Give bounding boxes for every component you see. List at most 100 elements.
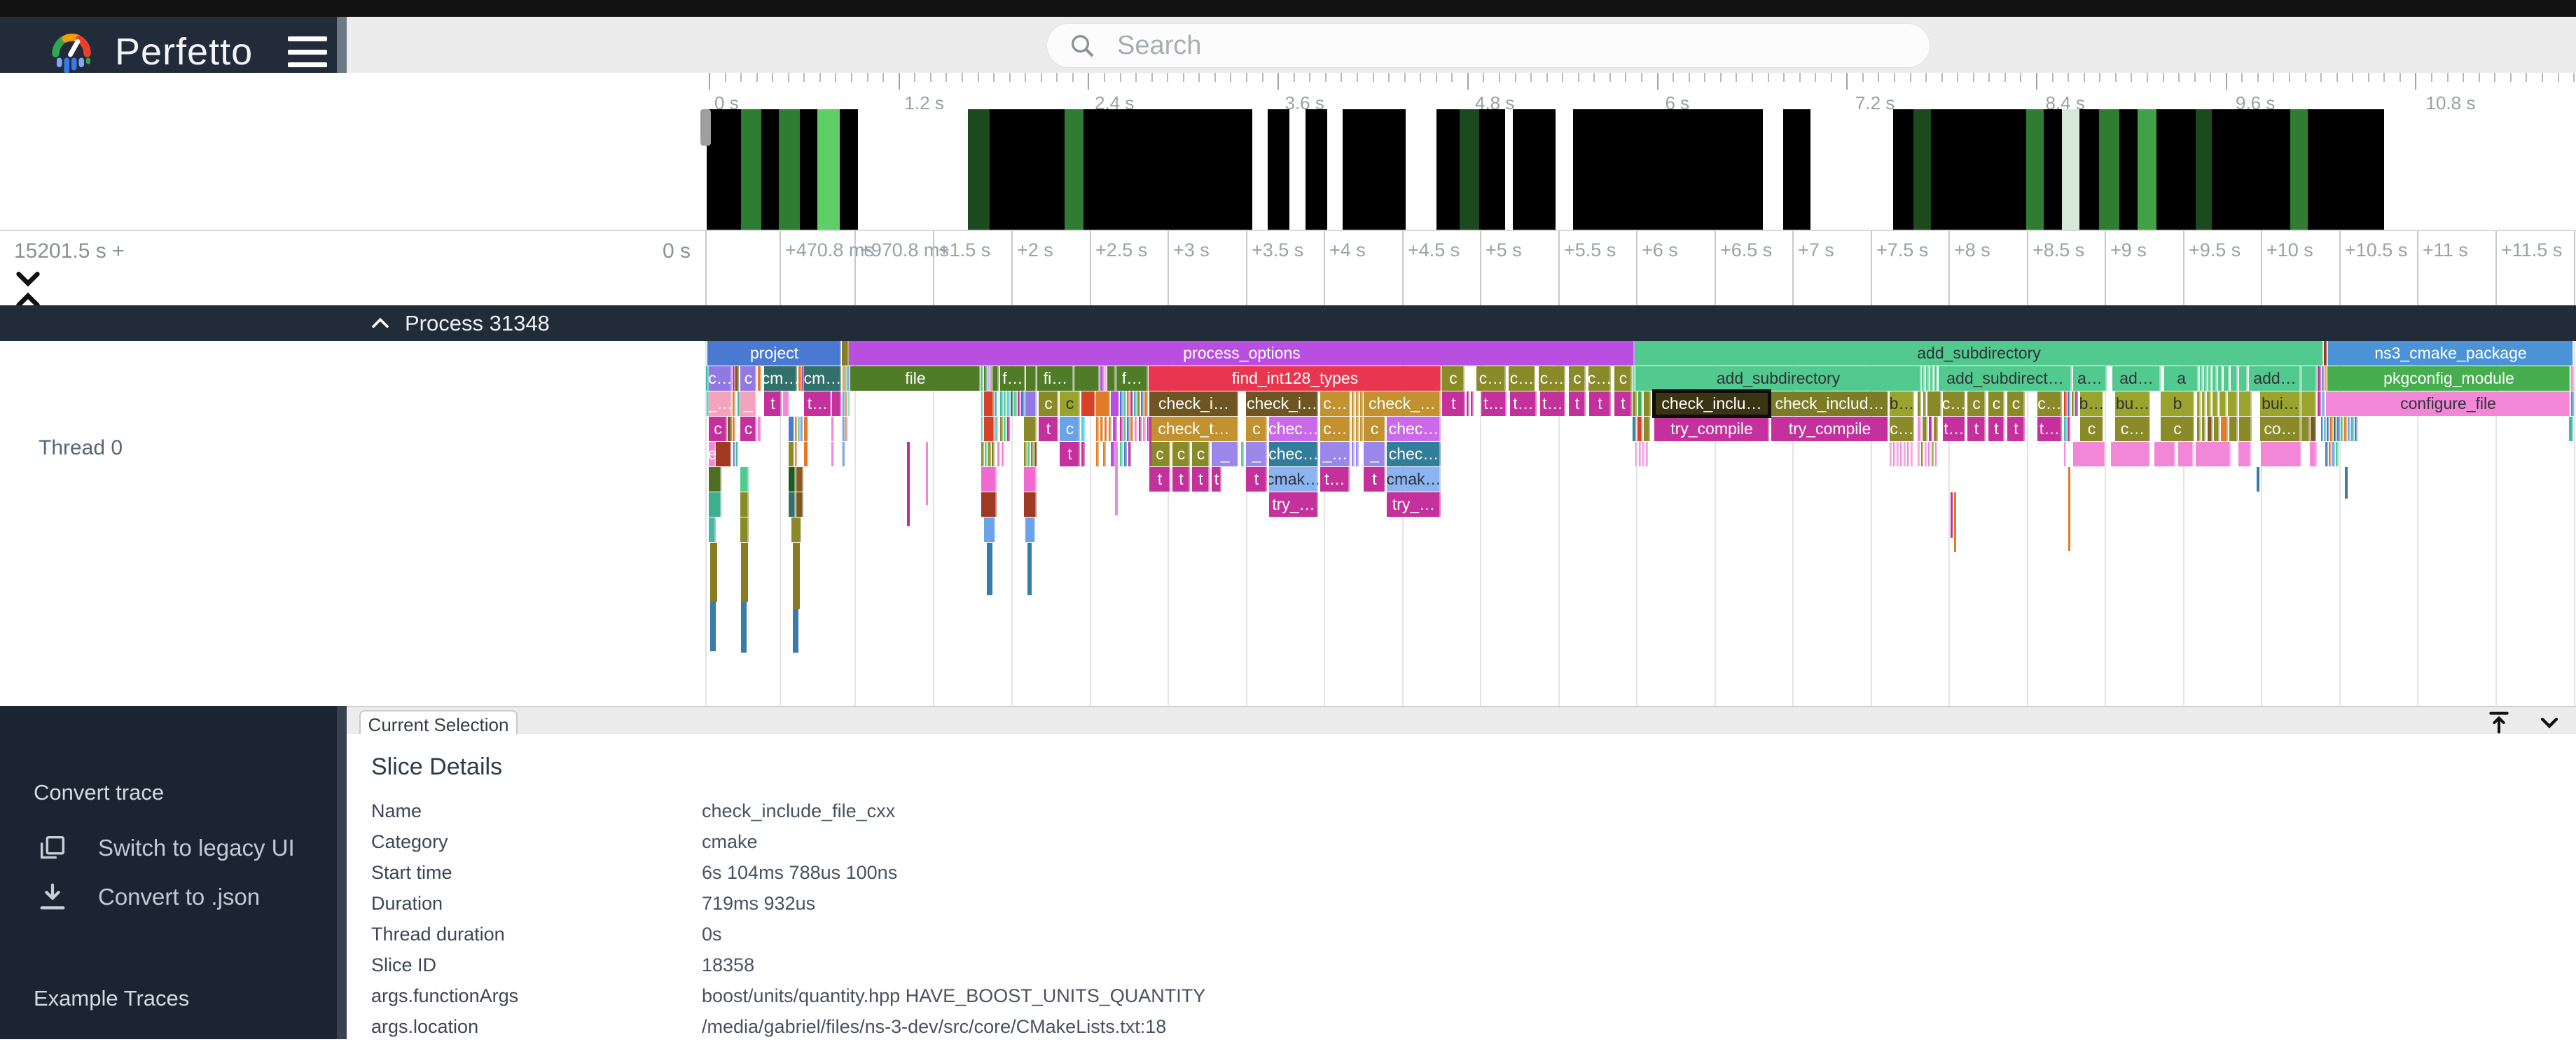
search-bar[interactable] (1047, 24, 1930, 67)
slice-t[interactable]: t (1967, 417, 1986, 441)
slice[interactable] (1011, 391, 1013, 416)
slice[interactable] (2064, 442, 2066, 466)
slice-b[interactable]: b… (1890, 391, 1914, 416)
slice[interactable] (1000, 417, 1003, 441)
slice[interactable] (733, 366, 735, 391)
slice-c[interactable]: c (1060, 391, 1080, 416)
slice-chec[interactable]: chec… (1269, 417, 1318, 441)
slice[interactable] (2261, 442, 2301, 466)
slice[interactable] (992, 442, 995, 466)
slice-find_int128_types[interactable]: find_int128_types (1149, 366, 1441, 391)
slice[interactable] (1096, 417, 1099, 441)
slice-cmak[interactable]: cmak… (1269, 467, 1318, 492)
slice[interactable] (798, 366, 802, 391)
dock-to-top-icon[interactable] (2485, 709, 2513, 737)
slice[interactable] (1004, 417, 1006, 441)
slice[interactable] (2231, 366, 2238, 391)
slice[interactable] (1081, 417, 1085, 441)
slice-thin[interactable] (2345, 467, 2348, 499)
slice[interactable] (831, 442, 834, 466)
slice[interactable] (1109, 417, 1112, 441)
slice[interactable] (2200, 366, 2203, 391)
slice-_[interactable]: _ (1212, 442, 1238, 466)
slice-c[interactable]: c (2080, 417, 2103, 441)
slice-c[interactable]: c (1039, 391, 1058, 416)
slice[interactable] (1024, 442, 1027, 466)
slice[interactable] (2213, 391, 2218, 416)
menu-icon[interactable] (288, 34, 327, 70)
slice[interactable] (1923, 391, 1926, 416)
slice[interactable] (1932, 442, 1934, 466)
chevron-down-icon[interactable] (2535, 709, 2563, 737)
slice-thin[interactable] (710, 602, 716, 651)
slice-t[interactable]: t (1212, 467, 1221, 492)
slice[interactable] (2068, 391, 2070, 416)
slice[interactable] (733, 442, 735, 466)
slice[interactable] (981, 442, 984, 466)
slice-c[interactable]: c… (1476, 366, 1506, 391)
slice[interactable] (995, 417, 998, 441)
slice[interactable] (2196, 442, 2231, 466)
slice-t[interactable]: t (1614, 391, 1632, 416)
slice[interactable] (1024, 417, 1037, 441)
slice[interactable] (1356, 442, 1359, 466)
slice[interactable] (716, 442, 731, 466)
slice[interactable] (2221, 417, 2228, 441)
slice-c[interactable]: c (1569, 366, 1586, 391)
overview-drag-handle[interactable] (700, 109, 711, 146)
slice[interactable] (789, 492, 796, 517)
slice[interactable] (1143, 417, 1146, 441)
slice-_[interactable]: _… (709, 391, 732, 416)
slice[interactable] (795, 442, 797, 466)
slice[interactable] (1911, 442, 1913, 466)
slice[interactable] (2351, 417, 2354, 441)
slice[interactable] (2322, 391, 2325, 416)
slice[interactable] (1897, 442, 1899, 466)
slice[interactable] (2220, 391, 2227, 416)
slice[interactable] (1139, 417, 1142, 441)
slice[interactable] (2327, 417, 2329, 441)
slice[interactable] (2229, 417, 2238, 441)
slice[interactable] (733, 391, 735, 416)
slice[interactable] (2355, 417, 2357, 441)
slice-cm[interactable]: cm… (804, 366, 841, 391)
slice[interactable] (845, 417, 847, 441)
slice-b[interactable]: b (2161, 391, 2194, 416)
slice[interactable] (1111, 442, 1115, 466)
slice[interactable] (1633, 366, 1635, 391)
slice[interactable] (1007, 417, 1010, 441)
slice-try_[interactable]: try_… (1269, 492, 1318, 517)
slice[interactable] (984, 417, 995, 441)
slice[interactable] (1467, 391, 1469, 416)
slice[interactable] (1002, 442, 1004, 466)
slice[interactable] (733, 417, 735, 441)
slice[interactable] (1900, 442, 1902, 466)
slice-t[interactable]: t (1246, 467, 1267, 492)
slice[interactable] (848, 391, 850, 416)
slice[interactable] (1120, 442, 1123, 466)
slice[interactable] (1025, 517, 1035, 542)
slice[interactable] (1360, 417, 1363, 441)
slice[interactable] (2301, 417, 2310, 441)
slice[interactable] (1127, 417, 1130, 441)
slice[interactable] (2073, 442, 2105, 466)
slice[interactable] (2336, 442, 2339, 466)
slice[interactable] (796, 492, 803, 517)
slice-check_t[interactable]: check_t… (1149, 417, 1238, 441)
slice[interactable] (1642, 442, 1644, 466)
slice[interactable] (736, 442, 738, 466)
slice[interactable] (2238, 442, 2251, 466)
slice-t[interactable]: t (1589, 391, 1611, 416)
slice[interactable] (709, 517, 716, 542)
slice[interactable] (843, 442, 845, 466)
slice-c[interactable]: c (1364, 417, 1385, 441)
slice-check_includ[interactable]: check_includ… (1771, 391, 1888, 416)
slice[interactable] (2337, 417, 2340, 441)
slice[interactable] (2322, 366, 2324, 391)
slice-t[interactable]: t (1060, 442, 1080, 466)
slice-thin[interactable] (2257, 467, 2259, 492)
slice[interactable] (1130, 391, 1133, 416)
slice-c[interactable]: c (740, 417, 756, 441)
slice-thin[interactable] (987, 543, 992, 595)
slice-thin[interactable] (741, 602, 747, 653)
